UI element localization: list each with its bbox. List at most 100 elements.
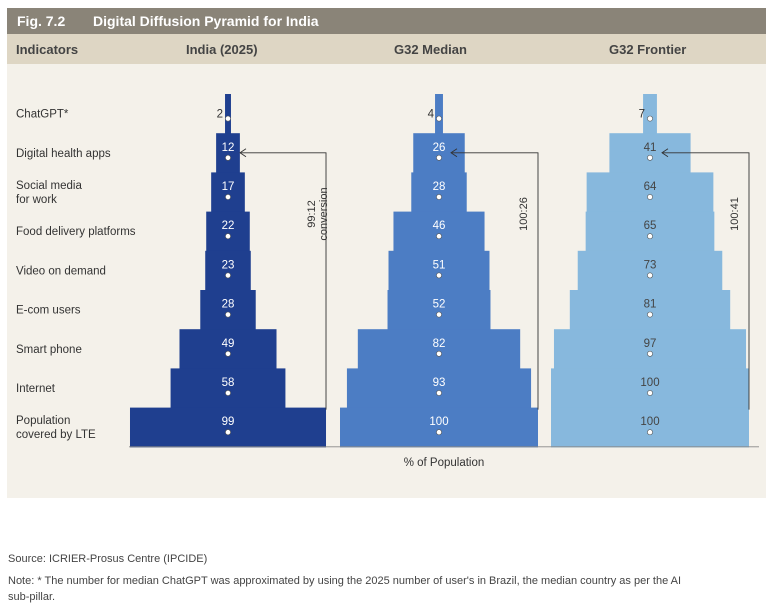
- header-india: India (2025): [186, 42, 258, 57]
- data-label: 28: [433, 181, 446, 193]
- conversion-label: 99:12: [306, 200, 318, 228]
- data-label: 93: [433, 377, 446, 389]
- value-dot: [436, 233, 442, 240]
- pyramid-bar: [179, 329, 277, 369]
- category-label: Food delivery platforms: [16, 226, 136, 238]
- pyramid-bar: [411, 172, 467, 213]
- note-line-1: Note: * The number for median ChatGPT wa…: [8, 575, 682, 587]
- pyramid-bar: [211, 172, 245, 213]
- pyramid-bar: [585, 211, 715, 252]
- value-dot: [436, 350, 442, 357]
- category-label: Social media: [16, 180, 82, 192]
- value-dot: [225, 390, 231, 396]
- pyramid-bar: [643, 94, 657, 134]
- value-dot: [647, 115, 653, 122]
- value-dot: [647, 154, 653, 161]
- pyramid-bar: [387, 290, 491, 330]
- data-label: 4: [428, 109, 435, 121]
- pyramid-bar: [346, 368, 532, 409]
- pyramid-bar: [586, 172, 714, 213]
- header-g32-median: G32 Median: [394, 42, 467, 57]
- pyramid-bar: [393, 211, 485, 252]
- data-label: 17: [222, 181, 235, 193]
- chart-panel: ChatGPT* Digital health apps Social media f…: [7, 64, 766, 498]
- data-label: 97: [644, 338, 657, 350]
- value-dot: [225, 272, 231, 279]
- category-label: E-com users: [16, 305, 81, 317]
- conversion-label: 100:26: [518, 197, 530, 231]
- data-label: 22: [222, 220, 235, 232]
- value-dot: [647, 311, 653, 318]
- value-dot: [225, 350, 231, 357]
- data-label: 73: [644, 259, 657, 271]
- data-label: 52: [433, 299, 446, 311]
- data-label: 64: [644, 181, 657, 193]
- value-dot: [436, 429, 442, 436]
- category-label: covered by LTE: [16, 429, 96, 441]
- conversion-bracket: [240, 152, 327, 410]
- value-dot: [647, 194, 653, 200]
- value-dot: [225, 194, 231, 200]
- value-dot: [647, 390, 653, 396]
- data-label: 12: [222, 142, 235, 154]
- pyramid-bar: [206, 211, 250, 252]
- data-label: 7: [639, 109, 645, 121]
- pyramid-bar: [129, 407, 327, 448]
- header-indicators: Indicators: [16, 42, 79, 57]
- data-label: 26: [433, 142, 446, 154]
- pyramid-chart: ChatGPT* Digital health apps Social media f…: [16, 94, 759, 469]
- data-label: 82: [433, 338, 446, 350]
- pyramid-bar: [340, 407, 538, 448]
- conversion-arrowhead: [450, 148, 458, 158]
- data-label: 41: [644, 142, 657, 154]
- value-dot: [225, 429, 231, 436]
- pyramid-bar: [551, 368, 749, 409]
- data-label: 65: [644, 220, 657, 232]
- data-label: 28: [222, 299, 235, 311]
- value-dot: [225, 115, 231, 122]
- column-header-row: Indicators India (2025) G32 Median G32 F…: [7, 34, 766, 64]
- data-label: 51: [433, 259, 446, 271]
- conversion-arrowhead: [661, 148, 669, 158]
- conversion-label: 100:41: [729, 197, 741, 231]
- pyramid-bar: [170, 368, 286, 409]
- category-label: ChatGPT*: [16, 109, 69, 121]
- data-label: 2: [217, 109, 223, 121]
- source-note: Source: ICRIER-Prosus Centre (IPCIDE): [8, 553, 208, 565]
- value-dot: [225, 311, 231, 318]
- figure-title: Digital Diffusion Pyramid for India: [93, 13, 319, 29]
- value-dot: [436, 115, 442, 122]
- figure-title-bar: Fig. 7.2 Digital Diffusion Pyramid for I…: [7, 8, 766, 34]
- pyramid-bar: [569, 290, 731, 330]
- figure-label: Fig. 7.2: [17, 13, 66, 29]
- value-dot: [436, 390, 442, 396]
- conversion-bracket: [451, 152, 539, 410]
- value-dot: [225, 233, 231, 240]
- data-label: 58: [222, 377, 235, 389]
- pyramid-bar: [357, 329, 521, 369]
- pyramid-bar: [435, 94, 443, 134]
- pyramid-bar: [200, 290, 256, 330]
- value-dot: [647, 272, 653, 279]
- conversion-arrowhead: [239, 148, 247, 158]
- value-dot: [436, 154, 442, 161]
- category-label: for work: [16, 194, 57, 206]
- conversion-label: conversion: [318, 187, 330, 240]
- category-label: Video on demand: [16, 265, 106, 277]
- pyramid-bar: [553, 329, 747, 369]
- value-dot: [436, 194, 442, 200]
- x-axis-label: % of Population: [404, 457, 485, 469]
- pyramid-bar: [216, 133, 240, 173]
- data-label: 49: [222, 338, 235, 350]
- data-label: 100: [640, 377, 659, 389]
- data-label: 99: [222, 416, 235, 428]
- data-label: 100: [640, 416, 659, 428]
- category-label: Smart phone: [16, 344, 82, 356]
- note-line-2: sub-pillar.: [8, 591, 56, 603]
- pyramid-bar: [577, 250, 723, 291]
- value-dot: [436, 272, 442, 279]
- value-dot: [647, 429, 653, 436]
- pyramid-bar: [205, 250, 251, 291]
- category-label: Internet: [16, 383, 56, 395]
- value-dot: [647, 233, 653, 240]
